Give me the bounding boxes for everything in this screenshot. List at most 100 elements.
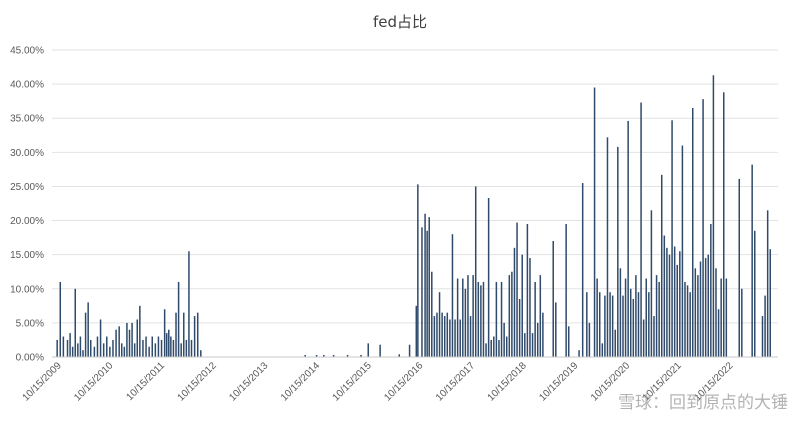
bar (567, 326, 570, 357)
bar (462, 278, 464, 357)
bar (84, 312, 87, 357)
bar (648, 292, 650, 357)
bar (539, 275, 542, 357)
bar (526, 223, 529, 357)
bar (503, 322, 505, 357)
bar (565, 223, 567, 357)
bar (753, 230, 756, 357)
bar (601, 343, 604, 357)
bar (469, 316, 472, 357)
bar (367, 343, 369, 357)
x-tick-label: 10/15/2015 (331, 360, 374, 403)
bars (56, 75, 771, 358)
bar (109, 346, 111, 357)
bar (474, 186, 477, 357)
bar (614, 329, 616, 357)
bar (710, 223, 712, 357)
bar (751, 164, 753, 357)
y-tick-label: 5.00% (16, 318, 44, 329)
bar (472, 275, 474, 357)
bar (712, 75, 715, 358)
gridlines (52, 49, 778, 324)
bar (521, 254, 523, 357)
bar (629, 288, 632, 357)
bar (679, 251, 681, 357)
bar (62, 336, 65, 357)
bar (694, 268, 697, 357)
bar (480, 285, 482, 357)
bar (360, 354, 362, 357)
bar (588, 322, 591, 357)
bar (684, 281, 686, 357)
bar (766, 210, 769, 357)
bar (738, 178, 740, 357)
bar (699, 261, 702, 357)
bar (531, 333, 534, 357)
bar (71, 346, 74, 357)
bar (151, 336, 153, 357)
bar (428, 217, 430, 357)
bar (611, 295, 614, 357)
bar (200, 350, 202, 357)
chart-title: fed占比 (373, 13, 427, 31)
x-tick-label: 10/15/2011 (124, 360, 167, 403)
x-tick-label: 10/15/2019 (537, 360, 580, 403)
bar (668, 254, 671, 357)
bar (617, 146, 619, 357)
bar (722, 92, 725, 357)
bar (180, 343, 182, 357)
bar (513, 247, 516, 357)
y-tick-label: 30.00% (10, 148, 44, 159)
bar (493, 336, 495, 357)
bar (624, 278, 627, 357)
bar (498, 339, 500, 357)
bar (415, 305, 418, 357)
x-tick-label: 10/15/2016 (382, 360, 425, 403)
x-tick-label: 10/15/2018 (486, 360, 529, 403)
bar (464, 288, 467, 357)
bar (168, 329, 170, 357)
bar (707, 254, 709, 357)
bar (660, 174, 663, 357)
bar (190, 339, 193, 357)
bar (593, 87, 596, 358)
bar (534, 281, 536, 357)
bar (741, 288, 743, 357)
bar (635, 275, 637, 357)
bar (82, 350, 84, 357)
bar (59, 281, 62, 357)
bar (315, 354, 318, 357)
bar (79, 336, 82, 357)
bar (379, 344, 381, 357)
bar (431, 271, 433, 357)
bar (163, 309, 166, 357)
bar (446, 312, 449, 357)
bar (112, 339, 114, 357)
bar (172, 339, 175, 357)
bar (490, 339, 492, 357)
y-tick-label: 40.00% (10, 80, 44, 91)
bar (619, 268, 622, 357)
bar (398, 354, 400, 357)
bar (118, 326, 120, 357)
bar (627, 120, 629, 357)
bar (581, 183, 584, 357)
bar (640, 102, 642, 357)
bar (433, 316, 436, 357)
bar (426, 230, 428, 357)
bar (622, 295, 624, 357)
bar (524, 333, 526, 357)
x-tick-label: 10/15/2017 (434, 360, 477, 403)
bar (449, 319, 451, 357)
bar (485, 343, 487, 357)
bar (139, 305, 141, 357)
bar (56, 339, 58, 357)
bar (508, 275, 511, 357)
x-tick-label: 10/15/2010 (72, 360, 115, 403)
bar (165, 333, 168, 357)
bar (673, 246, 676, 357)
bar (99, 319, 102, 357)
bar (715, 268, 717, 357)
bar (96, 336, 99, 357)
